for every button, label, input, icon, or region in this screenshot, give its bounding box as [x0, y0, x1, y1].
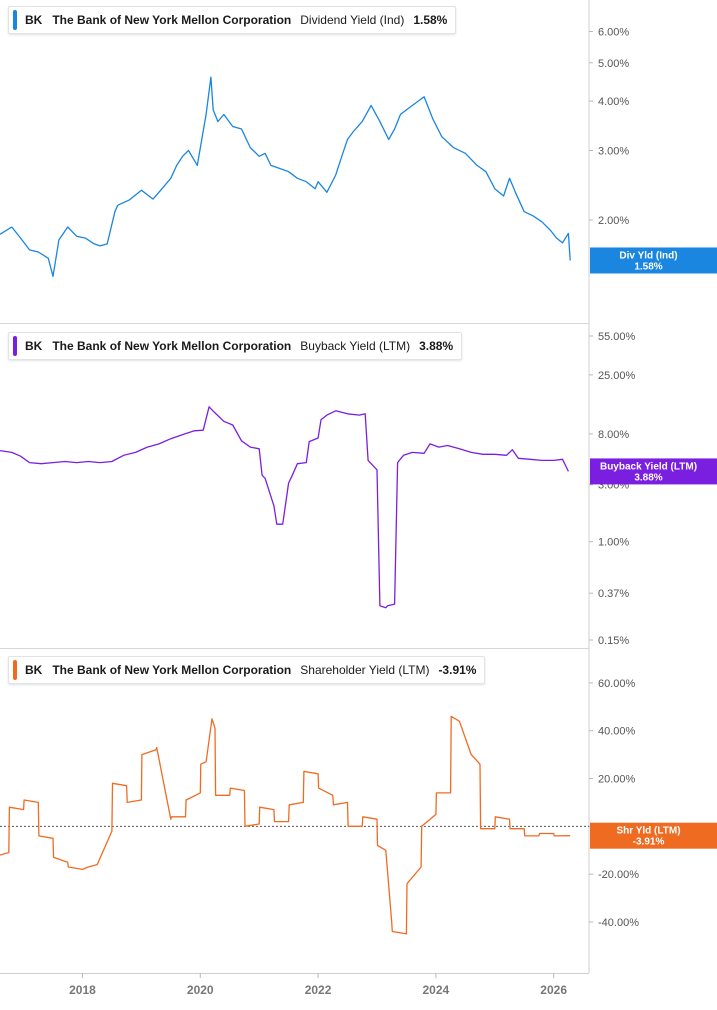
x-tick-label: 2026 — [540, 983, 567, 997]
y-tick-label: 3.00% — [598, 145, 629, 157]
legend-company: The Bank of New York Mellon Corporation — [52, 339, 292, 353]
value-badge-value: 1.58% — [634, 261, 662, 272]
x-tick-label: 2020 — [187, 983, 214, 997]
value-badge — [590, 458, 717, 485]
y-tick-label: 55.00% — [598, 331, 636, 343]
y-tick-label: 4.00% — [598, 96, 629, 108]
legend-ticker: BK — [25, 663, 43, 677]
legend-swatch-shareholder — [13, 660, 17, 680]
y-tick-label: -20.00% — [598, 869, 639, 881]
value-badge-label: Div Yld (Ind) — [619, 250, 677, 261]
x-tick-label: 2022 — [305, 983, 332, 997]
legend-ticker: BK — [25, 339, 43, 353]
value-badge-label: Shr Yld (LTM) — [616, 826, 680, 837]
legend-metric: Buyback Yield (LTM) — [300, 339, 411, 353]
legend-value: 1.58% — [413, 13, 448, 27]
y-tick-label: 1.00% — [598, 537, 629, 549]
legend-ticker: BK — [25, 13, 43, 27]
value-badge-label: Buyback Yield (LTM) — [600, 461, 697, 472]
y-tick-label: 5.00% — [598, 58, 629, 70]
legend-shareholder-yield[interactable]: BK The Bank of New York Mellon Corporati… — [8, 656, 486, 684]
legend-value: -3.91% — [438, 663, 477, 677]
legend-company: The Bank of New York Mellon Corporation — [52, 13, 292, 27]
legend-metric: Dividend Yield (Ind) — [300, 13, 405, 27]
x-tick-label: 2024 — [423, 983, 450, 997]
y-tick-label: 25.00% — [598, 370, 636, 382]
y-tick-label: 40.00% — [598, 726, 636, 738]
y-tick-label: 0.37% — [598, 588, 629, 600]
legend-company: The Bank of New York Mellon Corporation — [52, 663, 292, 677]
legend-value: 3.88% — [419, 339, 454, 353]
legend-swatch-dividend — [13, 10, 17, 30]
value-badge — [590, 822, 717, 849]
y-tick-label: -40.00% — [598, 917, 639, 929]
x-tick-label: 2018 — [69, 983, 96, 997]
value-badge — [590, 247, 717, 274]
legend-buyback-yield[interactable]: BK The Bank of New York Mellon Corporati… — [8, 332, 463, 360]
y-tick-label: 8.00% — [598, 429, 629, 441]
y-tick-label: 6.00% — [598, 26, 629, 38]
legend-metric: Shareholder Yield (LTM) — [300, 663, 430, 677]
value-badge-value: -3.91% — [633, 837, 665, 848]
legend-dividend-yield[interactable]: BK The Bank of New York Mellon Corporati… — [8, 6, 457, 34]
series-line-3 — [0, 715, 571, 935]
y-tick-label: 2.00% — [598, 215, 629, 227]
y-tick-label: 20.00% — [598, 774, 636, 786]
series-line-2 — [0, 406, 569, 609]
y-tick-label: 60.00% — [598, 678, 636, 690]
value-badge-value: 3.88% — [634, 472, 662, 483]
series-line-1 — [0, 76, 571, 278]
legend-swatch-buyback — [13, 336, 17, 356]
y-tick-label: 0.15% — [598, 635, 629, 647]
